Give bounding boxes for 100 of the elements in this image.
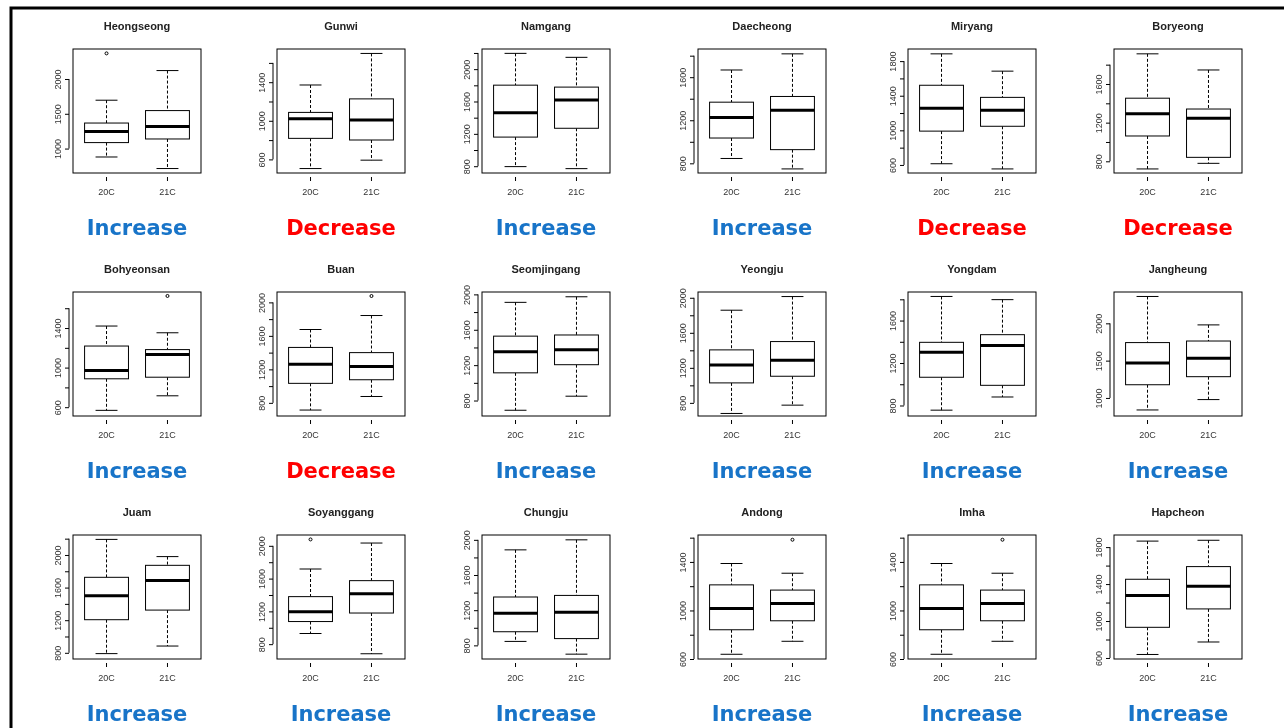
y-tick-label: 600 [1094, 650, 1104, 666]
x-tick-label: 20C [98, 429, 116, 440]
x-tick-label: 20C [723, 429, 741, 440]
text: Increase [495, 459, 597, 483]
y-tick-label: 1400 [678, 552, 688, 573]
y-tick-label: 2000 [53, 69, 63, 90]
y-tick-label: 600 [257, 152, 267, 168]
y-tick-label: 1600 [462, 565, 472, 586]
y-tick-label: 1400 [1094, 574, 1104, 595]
y-tick-label: 1600 [462, 91, 472, 113]
y-tick-label: 800 [53, 645, 63, 661]
x-tick-label: 20C [302, 429, 320, 440]
y-tick-label: 600 [888, 157, 898, 173]
chart-title: Andong [741, 506, 783, 518]
chart-title: Daecheong [732, 20, 792, 32]
y-tick-label: 800 [1094, 154, 1104, 170]
y-tick-label: 1600 [257, 569, 267, 590]
x-tick-label: 21C [568, 672, 586, 683]
x-tick-label: 21C [363, 186, 381, 197]
y-tick-label: 1000 [53, 139, 63, 160]
x-tick-label: 21C [568, 186, 586, 197]
y-tick-label: 600 [888, 651, 898, 668]
y-tick-label: 1500 [1094, 351, 1104, 372]
x-tick-label: 21C [363, 672, 381, 683]
x-tick-label: 21C [1200, 429, 1218, 440]
x-tick-label: 21C [784, 429, 802, 440]
x-tick-label: 21C [363, 429, 381, 440]
y-tick-label: 1600 [53, 578, 63, 599]
x-tick-label: 20C [933, 672, 951, 683]
text: Increase [495, 702, 597, 726]
chart-title: Jangheung [1148, 263, 1208, 275]
y-tick-label: 2000 [462, 284, 472, 305]
y-tick-label: 1600 [678, 67, 688, 88]
chart-title: Yeongju [740, 263, 784, 275]
chart-title: Bohyeonsan [103, 263, 171, 275]
y-tick-label: 1000 [888, 120, 898, 141]
text: Decrease [1123, 216, 1233, 240]
y-tick-label: 2000 [257, 292, 267, 313]
y-tick-label: 1200 [462, 124, 472, 145]
x-tick-label: 21C [1200, 186, 1218, 197]
x-tick-label: 20C [933, 186, 951, 197]
chart-title: Imha [959, 506, 986, 518]
y-tick-label: 1000 [1094, 388, 1104, 409]
y-tick-label: 800 [257, 637, 267, 653]
y-tick-label: 1800 [888, 51, 898, 72]
chart-title: Yongdam [947, 263, 997, 275]
text: Increase [921, 459, 1023, 483]
text: Increase [86, 702, 188, 726]
x-tick-label: 20C [1139, 429, 1157, 440]
y-tick-label: 1600 [678, 323, 688, 344]
y-tick-label: 800 [888, 398, 898, 414]
text: Increase [495, 216, 597, 240]
text: Increase [1127, 459, 1229, 483]
y-tick-label: 2000 [1094, 313, 1104, 334]
chart-title: Hapcheon [1151, 506, 1205, 518]
y-tick-label: 1600 [1094, 74, 1104, 95]
x-tick-label: 21C [784, 186, 802, 197]
text: Increase [290, 702, 392, 726]
y-tick-label: 800 [462, 638, 472, 654]
x-tick-label: 20C [98, 186, 116, 197]
chart-title: Gunwi [324, 20, 358, 32]
y-tick-label: 1600 [888, 311, 898, 332]
text: Increase [921, 702, 1023, 726]
y-tick-label: 2000 [678, 288, 688, 309]
y-tick-label: 1200 [888, 353, 898, 374]
text: Decrease [286, 216, 396, 240]
chart-title: Seomjingang [511, 263, 581, 275]
x-tick-label: 20C [98, 672, 116, 683]
y-tick-label: 1000 [678, 600, 688, 621]
text: Increase [86, 459, 188, 483]
y-tick-label: 1200 [678, 110, 688, 131]
x-tick-label: 20C [507, 672, 525, 683]
chart-title: Miryang [950, 20, 994, 32]
y-tick-label: 1400 [53, 318, 63, 339]
y-tick-label: 2000 [462, 530, 472, 551]
text: Increase [86, 216, 188, 240]
x-tick-label: 21C [159, 429, 177, 440]
x-tick-label: 20C [723, 186, 741, 197]
chart-title: Boryeong [1152, 20, 1204, 32]
x-tick-label: 20C [507, 186, 525, 197]
text: Increase [1127, 702, 1229, 726]
chart-title: Buan [327, 263, 356, 275]
chart-title: Soyanggang [307, 506, 375, 518]
y-tick-label: 1400 [888, 86, 898, 107]
y-tick-label: 1000 [888, 600, 898, 621]
y-tick-label: 1000 [1094, 611, 1104, 632]
y-tick-label: 1200 [257, 359, 267, 380]
text: Increase [711, 702, 813, 726]
y-tick-label: 1400 [257, 72, 267, 93]
x-tick-label: 20C [1139, 186, 1157, 197]
x-tick-label: 21C [994, 429, 1012, 440]
y-tick-label: 600 [53, 400, 63, 416]
y-tick-label: 1800 [1094, 537, 1104, 558]
y-tick-label: 800 [257, 395, 267, 411]
x-tick-label: 21C [159, 186, 177, 197]
y-tick-label: 1200 [53, 610, 63, 631]
y-tick-label: 1600 [257, 326, 267, 347]
x-tick-label: 21C [784, 672, 802, 683]
x-tick-label: 21C [994, 186, 1012, 197]
y-tick-label: 1500 [53, 104, 63, 125]
